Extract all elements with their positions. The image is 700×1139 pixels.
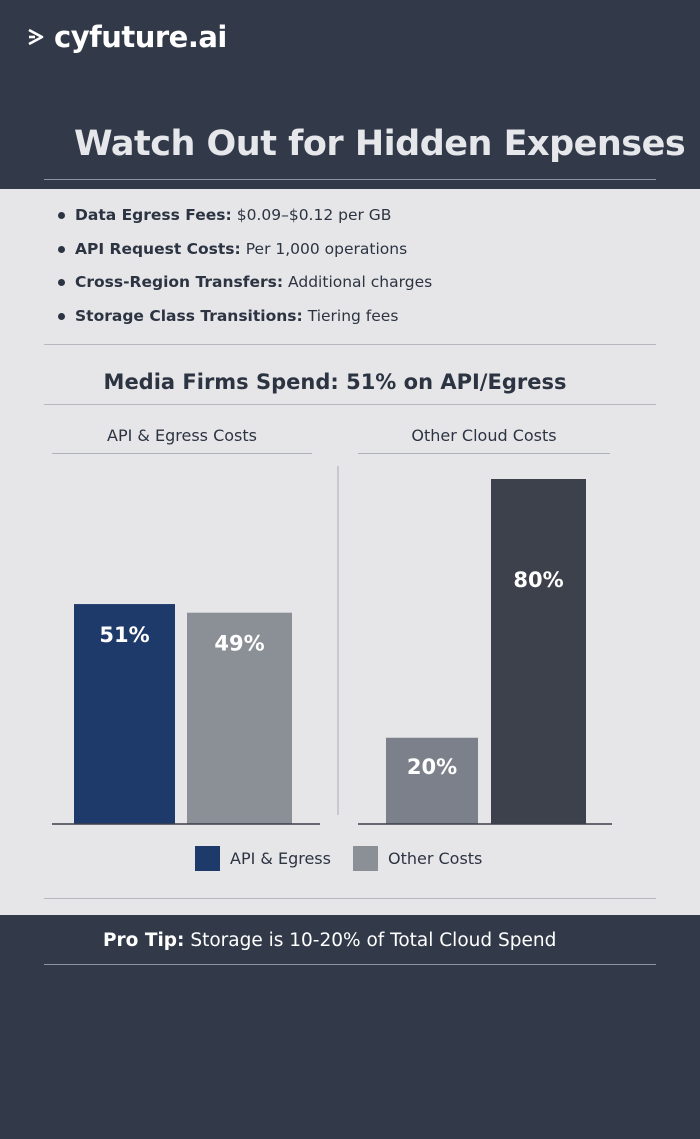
list-item: Storage Class Transitions: Tiering fees <box>58 305 432 339</box>
bullet-label: Storage Class Transitions: <box>75 306 303 325</box>
bullet-label: Data Egress Fees: <box>75 206 232 224</box>
legend-swatch <box>352 846 378 871</box>
play-arrow-icon <box>28 28 44 46</box>
bar-1-1 <box>491 479 586 824</box>
bullet-text: Tiering fees <box>307 306 399 325</box>
hidden-expenses-list: Data Egress Fees: $0.09–$0.12 per GB API … <box>58 204 432 338</box>
bar-1-0 <box>386 737 478 824</box>
legend-item-other-costs: Other Costs <box>352 846 483 871</box>
title-divider <box>44 179 656 180</box>
bullet-icon <box>58 279 65 286</box>
bar-0-1 <box>187 612 292 824</box>
pro-tip-text: Storage is 10-20% of Total Cloud Spend <box>190 930 557 951</box>
bullet-icon <box>58 212 65 219</box>
pro-tip: Pro Tip: Storage is 10-20% of Total Clou… <box>103 930 556 951</box>
bullet-text: Per 1,000 operations <box>245 239 408 258</box>
chart-title-divider <box>44 404 656 405</box>
bar-0-0 <box>74 604 175 824</box>
legend-label: Other Costs <box>387 849 483 868</box>
legend-item-api-egress: API & Egress <box>195 846 331 871</box>
bullet-text: Additional charges <box>288 273 433 291</box>
chart-legend: API & Egress Other Costs <box>195 846 504 871</box>
bullet-label: API Request Costs: <box>75 239 241 258</box>
bullet-text: $0.09–$0.12 per GB <box>236 206 392 224</box>
bar-data-label: 51% <box>99 623 149 647</box>
section-divider <box>44 344 656 345</box>
chart-title: Media Firms Spend: 51% on API/Egress <box>103 370 567 394</box>
group-title-divider <box>358 453 610 454</box>
group-title-other-cloud: Other Cloud Costs <box>411 426 557 445</box>
group-title-api-egress: API & Egress Costs <box>107 426 257 445</box>
brand-name: cyfuture.ai <box>54 20 227 54</box>
bullet-label: Cross-Region Transfers: <box>75 273 284 291</box>
legend-swatch <box>195 846 220 871</box>
list-item: Cross-Region Transfers: Additional charge… <box>58 271 432 305</box>
bar-data-label: 20% <box>407 755 457 779</box>
pro-tip-divider <box>44 964 656 965</box>
bullet-icon <box>58 312 65 320</box>
brand-logo[interactable]: cyfuture.ai <box>26 20 227 54</box>
legend-label: API & Egress <box>230 849 331 868</box>
list-item: Data Egress Fees: $0.09–$0.12 per GB <box>58 204 432 238</box>
bar-data-label: 80% <box>513 568 563 592</box>
list-item: API Request Costs: Per 1,000 operations <box>58 238 432 272</box>
pro-tip-label: Pro Tip: <box>103 930 185 951</box>
page-title: Watch Out for Hidden Expenses <box>74 124 686 164</box>
chart-bottom-divider <box>44 898 656 899</box>
group-title-divider <box>52 453 312 454</box>
bullet-icon <box>58 245 65 253</box>
bar-data-label: 49% <box>214 632 264 656</box>
